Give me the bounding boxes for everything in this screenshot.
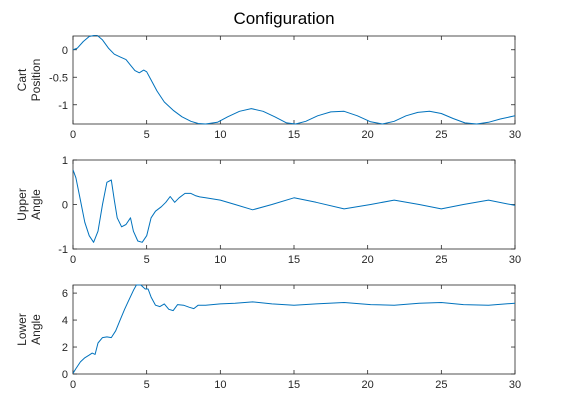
- upper-angle-x-tick-label: 15: [288, 254, 300, 266]
- upper-angle-x-tick-label: 10: [214, 254, 226, 266]
- lower-angle-axes-box: [73, 285, 515, 374]
- cart-position-y-tick-label: -1: [58, 100, 68, 112]
- lower-angle-y-tick-label: 0: [62, 369, 68, 381]
- lower-angle-y-tick-label: 2: [62, 342, 68, 354]
- cart-position-y-tick-label: 0: [62, 45, 68, 57]
- lower-angle-x-tick-label: 5: [144, 379, 150, 391]
- cart-position-x-tick-label: 30: [509, 129, 521, 141]
- lower-angle-x-tick-label: 15: [288, 379, 300, 391]
- upper-angle-y-tick-label: 1: [62, 155, 68, 167]
- cart-position-axes-box: [73, 36, 515, 124]
- upper-angle-x-tick-label: 0: [70, 254, 76, 266]
- lower-angle-x-tick-label: 0: [70, 379, 76, 391]
- upper-angle-y-tick-label: 0: [62, 200, 68, 212]
- cart-position-y-tick-label: -0.5: [49, 72, 68, 84]
- cart-position-x-tick-label: 25: [435, 129, 447, 141]
- lower-angle-y-tick-label: 4: [62, 315, 68, 327]
- cart-position-x-tick-label: 5: [144, 129, 150, 141]
- cart-position-x-tick-label: 15: [288, 129, 300, 141]
- upper-angle-x-tick-label: 25: [435, 254, 447, 266]
- lower-angle-x-tick-label: 25: [435, 379, 447, 391]
- cart-position-x-tick-label: 20: [362, 129, 374, 141]
- lower-angle-x-tick-label: 20: [362, 379, 374, 391]
- lower-angle-x-tick-label: 10: [214, 379, 226, 391]
- upper-angle-x-tick-label: 20: [362, 254, 374, 266]
- upper-angle-y-tick-label: -1: [58, 244, 68, 256]
- lower-angle-y-axis-label: LowerAngle: [15, 313, 43, 346]
- cart-position-y-axis-label: CartPosition: [15, 59, 43, 102]
- lower-angle-y-tick-label: 6: [62, 288, 68, 300]
- cart-position-x-tick-label: 10: [214, 129, 226, 141]
- cart-position-subplot: 0 5 10 15 20 25 30 0 -0.5 -1 CartPosition: [15, 35, 521, 141]
- cart-position-x-tick-label: 0: [70, 129, 76, 141]
- lower-angle-x-tick-label: 30: [509, 379, 521, 391]
- upper-angle-y-axis-label: UpperAngle: [15, 188, 43, 221]
- upper-angle-axes-box: [73, 160, 515, 249]
- upper-angle-x-tick-label: 30: [509, 254, 521, 266]
- upper-angle-x-tick-label: 5: [144, 254, 150, 266]
- chart-title: Configuration: [233, 9, 334, 28]
- lower-angle-subplot: 0 5 10 15 20 25 30 0 2 4 6 LowerAngle: [15, 285, 521, 391]
